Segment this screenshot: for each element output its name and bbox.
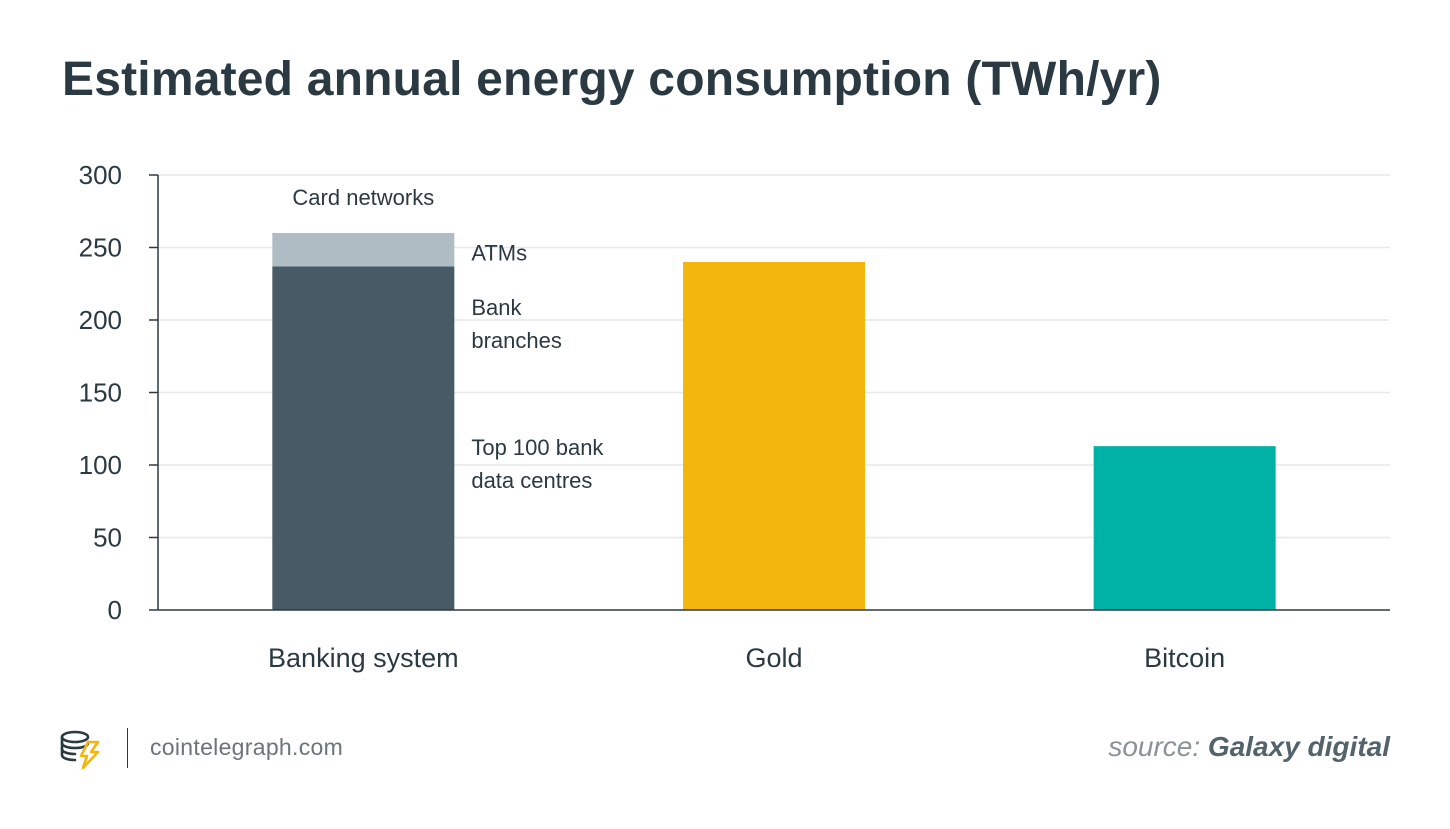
x-tick-label: Gold	[745, 643, 802, 673]
bar-chart: 0 50 100 150 200 250 300 Banking system Gold Bitc…	[79, 160, 1390, 673]
footer-site-link[interactable]: cointelegraph.com	[150, 734, 344, 760]
annotation-bank-branches: branches	[471, 328, 562, 353]
chart-title: Estimated annual energy consumption (TWh…	[62, 53, 1162, 106]
annotation-bank-branches: Bank	[471, 295, 522, 320]
y-tick-label: 0	[108, 595, 122, 625]
source-name: Galaxy digital	[1207, 731, 1390, 762]
y-tick-label: 300	[79, 160, 122, 190]
annotation-top-100-data-centres: Top 100 bank	[471, 435, 604, 460]
y-tick-label: 150	[79, 378, 122, 408]
y-tick-label: 200	[79, 305, 122, 335]
source-prefix: source:	[1108, 731, 1201, 762]
annotation-atms: ATMs	[471, 241, 527, 266]
y-tick-label: 250	[79, 233, 122, 263]
y-tick-label: 100	[79, 450, 122, 480]
bar-bitcoin	[1093, 446, 1276, 610]
x-tick-label: Banking system	[268, 643, 459, 673]
bar-banking-system	[272, 266, 455, 610]
cointelegraph-logo-icon	[60, 730, 100, 770]
bar-gold	[683, 262, 865, 610]
annotation-top-100-data-centres: data centres	[471, 468, 592, 493]
y-tick-label: 50	[93, 523, 122, 553]
annotation-card-networks: Card networks	[292, 185, 434, 210]
bar-banking-system	[272, 233, 455, 267]
footer-divider	[127, 728, 128, 768]
footer-source: source: Galaxy digital	[1108, 731, 1390, 763]
x-tick-label: Bitcoin	[1144, 643, 1225, 673]
